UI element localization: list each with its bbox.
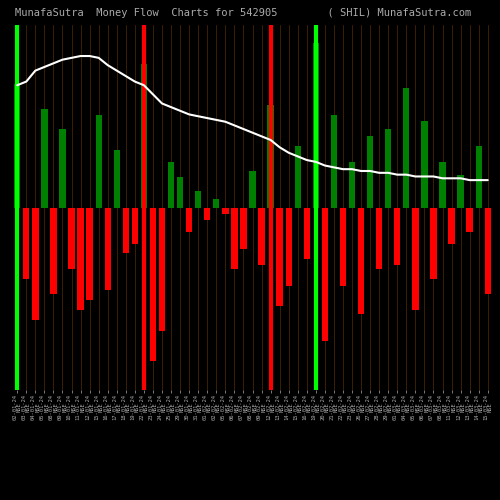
Bar [294,146,301,208]
Bar [122,208,129,252]
Bar [104,208,111,290]
Bar [376,208,382,269]
Bar [60,130,66,208]
Bar [159,208,165,330]
Bar [96,115,102,208]
Bar [304,208,310,259]
Bar [78,208,84,310]
Bar [476,146,482,208]
Bar [132,208,138,244]
Bar [367,136,374,208]
Bar [204,208,210,220]
Bar [258,208,264,265]
Bar [440,162,446,208]
Bar [168,162,174,208]
Bar [385,130,392,208]
Bar [349,162,355,208]
Bar [458,174,464,208]
Bar [484,208,491,294]
Bar [32,208,38,320]
Bar [394,208,400,265]
Bar [195,191,202,208]
Bar [86,208,93,300]
Bar [358,208,364,314]
Bar [231,208,237,269]
Bar [312,44,319,207]
Bar [448,208,454,244]
Bar [186,208,192,232]
Bar [250,170,256,207]
Bar [150,208,156,362]
Bar [403,88,409,208]
Bar [276,208,283,306]
Bar [422,122,428,208]
Bar [430,208,436,280]
Bar [14,84,20,208]
Bar [177,176,184,208]
Bar [68,208,74,269]
Bar [412,208,418,310]
Bar [114,150,120,208]
Bar [23,208,30,280]
Bar [322,208,328,341]
Bar [222,208,228,214]
Bar [41,109,48,208]
Bar [340,208,346,286]
Bar [141,64,147,208]
Bar [466,208,473,232]
Bar [286,208,292,286]
Bar [50,208,56,294]
Bar [240,208,246,248]
Bar [331,115,337,208]
Bar [268,105,274,208]
Text: MunafaSutra  Money Flow  Charts for 542905        ( SHIL) MunafaSutra.com: MunafaSutra Money Flow Charts for 542905… [15,8,471,18]
Bar [213,200,220,207]
